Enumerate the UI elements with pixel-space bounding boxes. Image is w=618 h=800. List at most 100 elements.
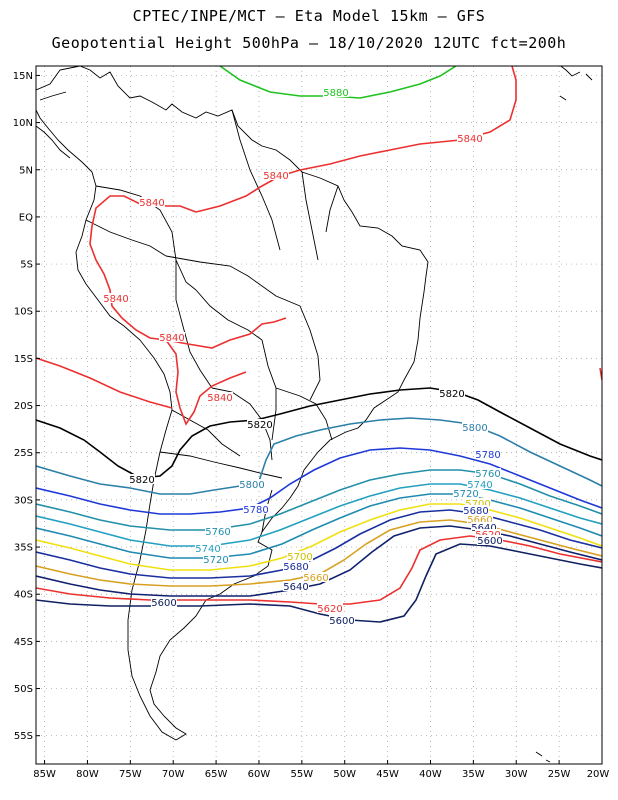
contour-label-bg (239, 479, 265, 489)
contour-label-bg (129, 474, 155, 484)
contour-label-bg (159, 332, 185, 342)
contour-label-5740: 5740 (195, 544, 220, 555)
contour-label-bg (453, 488, 479, 498)
contour-5780 (36, 447, 602, 515)
lon-tick-label: 50W (333, 769, 356, 780)
lat-tick-label: 10S (14, 307, 33, 318)
contour-5660 (36, 519, 602, 587)
contour-5840-north (195, 66, 517, 213)
contour-label-5880: 5880 (323, 88, 348, 99)
contour-label-bg (283, 581, 309, 591)
contour-label-5660: 5660 (467, 515, 492, 526)
contour-5700 (36, 503, 602, 571)
contour-label-bg (471, 522, 497, 532)
contour-label-bg (203, 554, 229, 564)
lon-tick-label: 60W (248, 769, 271, 780)
lat-tick-label: 40S (14, 590, 33, 601)
contour-5640 (36, 525, 602, 597)
lon-tick-label: 25W (548, 769, 571, 780)
contour-label-5680: 5680 (283, 562, 308, 573)
lat-tick-label: 5N (19, 165, 33, 176)
contour-label-bg (439, 388, 465, 398)
lon-tick-label: 65W (205, 769, 228, 780)
lat-tick-label: 5S (20, 260, 33, 271)
contour-label-bg (247, 419, 273, 429)
contour-label-5600: 5600 (477, 536, 502, 547)
lat-tick-label: 50S (14, 684, 33, 695)
contour-label-5700: 5700 (465, 499, 490, 510)
contour-label-bg (139, 197, 165, 207)
contour-label-5600: 5600 (151, 598, 176, 609)
contour-label-bg (317, 603, 343, 613)
contour-label-5840: 5840 (139, 198, 164, 209)
contour-label-5780: 5780 (475, 450, 500, 461)
contour-label-5740: 5740 (467, 480, 492, 491)
lat-tick-label: 45S (14, 637, 33, 648)
contour-label-5720: 5720 (203, 555, 228, 566)
longitude-axis: 85W 80W 75W 70W 65W 60W 55W 50W 45W 40W 35W 30W 25W 2… (33, 760, 609, 780)
contour-label-5840: 5840 (207, 393, 232, 404)
contour-5720 (36, 493, 602, 559)
contour-label-5840: 5840 (263, 171, 288, 182)
latitude-axis: 15N 10N 5N EQ 5S 10S 15S 20S 25S 30S 35S 40S 45S 50S 5… (13, 71, 40, 742)
contour-label-bg (151, 597, 177, 607)
contour-label-5760: 5760 (475, 469, 500, 480)
contour-label-bg (329, 615, 355, 625)
contour-label-5600: 5600 (329, 616, 354, 627)
contour-label-bg (103, 293, 129, 303)
contour-labels: 5880 5840 5840 5840 5840 5840 5840 5820 5820 5820… (103, 87, 503, 627)
lon-tick-label: 30W (505, 769, 528, 780)
contour-5840-bolivia (165, 339, 247, 426)
contour-label-bg (467, 514, 493, 524)
lat-tick-label: 55S (14, 731, 33, 742)
map-title-line2: Geopotential Height 500hPa – 18/10/2020 … (51, 34, 567, 52)
contour-label-bg (283, 561, 309, 571)
contour-5740 (36, 483, 602, 547)
contour-5840-andes (89, 195, 287, 349)
contour-label-bg (467, 479, 493, 489)
contour-label-bg (287, 551, 313, 561)
lon-tick-label: 70W (162, 769, 185, 780)
lat-tick-label: 25S (14, 448, 33, 459)
lat-tick-label: 35S (14, 543, 33, 554)
lon-tick-label: 85W (33, 769, 56, 780)
lon-tick-label: 75W (119, 769, 142, 780)
contour-label-5800: 5800 (239, 480, 264, 491)
contour-label-5700: 5700 (287, 552, 312, 563)
continent-outline (36, 66, 593, 763)
contour-label-bg (195, 543, 221, 553)
contour-label-5720: 5720 (453, 489, 478, 500)
contour-label-5820: 5820 (439, 389, 464, 400)
contour-label-5780: 5780 (243, 505, 268, 516)
lon-tick-label: 40W (419, 769, 442, 780)
lat-tick-label: 10N (13, 118, 33, 129)
contour-label-5840: 5840 (457, 134, 482, 145)
contour-label-bg (207, 392, 233, 402)
contour-label-5640: 5640 (471, 523, 496, 534)
contour-label-5620: 5620 (317, 604, 342, 615)
contour-label-bg (303, 572, 329, 582)
contour-label-5840: 5840 (103, 294, 128, 305)
contour-label-5820: 5820 (129, 475, 154, 486)
map-title-line1: CPTEC/INPE/MCT – Eta Model 15km – GFS (132, 7, 486, 25)
contour-label-bg (477, 535, 503, 545)
contour-5840-west (36, 357, 173, 409)
contour-label-5820: 5820 (247, 420, 272, 431)
lat-tick-label: 20S (14, 401, 33, 412)
contour-label-5660: 5660 (303, 573, 328, 584)
contour-label-bg (457, 133, 483, 143)
lat-lon-grid (36, 66, 603, 764)
contour-5760 (36, 469, 602, 531)
contour-label-bg (465, 498, 491, 508)
contour-5820 (36, 387, 602, 479)
lon-tick-label: 55W (291, 769, 314, 780)
contour-5800 (36, 417, 602, 495)
lat-tick-label: 30S (14, 495, 33, 506)
lon-tick-label: 45W (376, 769, 399, 780)
lon-tick-label: 20W (587, 769, 610, 780)
contour-label-bg (263, 170, 289, 180)
contour-label-bg (243, 504, 269, 514)
contour-label-5840: 5840 (159, 333, 184, 344)
lon-tick-label: 80W (76, 769, 99, 780)
